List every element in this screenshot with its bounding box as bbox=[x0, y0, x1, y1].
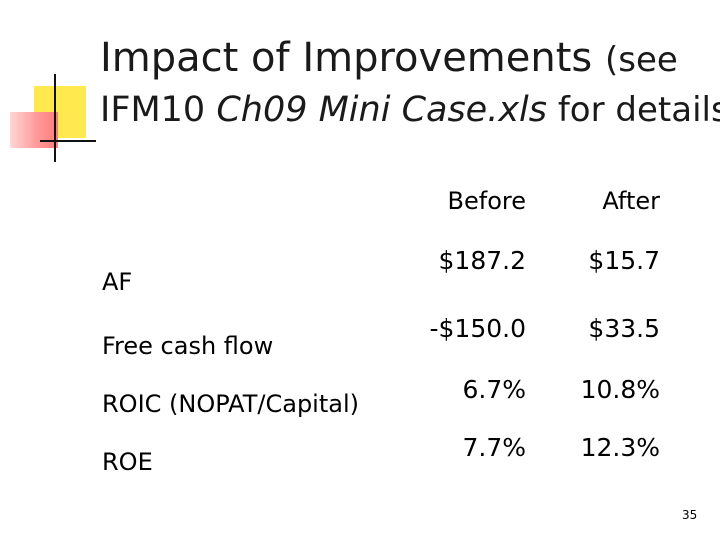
title-main: Impact of Improvements bbox=[100, 35, 605, 81]
title-filename: Ch09 Mini Case.xls bbox=[216, 90, 548, 130]
row-label: AF bbox=[102, 268, 133, 296]
title-line-1: Impact of Improvements (see bbox=[100, 38, 678, 78]
header-spacer bbox=[86, 178, 396, 224]
page-number: 35 bbox=[682, 508, 698, 522]
table-header-row: Before After bbox=[86, 178, 660, 224]
slide-ornament bbox=[0, 0, 100, 170]
after-value: 10.8% bbox=[580, 374, 660, 404]
ornament-pink-square bbox=[10, 112, 58, 148]
before-value: 7.7% bbox=[462, 432, 526, 462]
header-before: Before bbox=[447, 187, 526, 215]
row-label: ROE bbox=[102, 448, 153, 476]
title-prefix: IFM10 bbox=[100, 90, 217, 130]
before-value: -$150.0 bbox=[429, 313, 527, 343]
title-suffix: for details) bbox=[557, 90, 720, 130]
table-row: ROIC (NOPAT/Capital) 6.7% 10.8% bbox=[86, 360, 660, 419]
comparison-table: Before After AF $187.2 $15.7 Free cash f… bbox=[86, 178, 660, 476]
before-value: 6.7% bbox=[462, 374, 526, 404]
table-row: ROE 7.7% 12.3% bbox=[86, 418, 660, 477]
row-label: ROIC (NOPAT/Capital) bbox=[102, 390, 359, 418]
title-see: (see bbox=[604, 40, 678, 80]
after-value: 12.3% bbox=[580, 432, 660, 462]
ornament-vertical-line bbox=[54, 74, 56, 162]
table-row: AF $187.2 $15.7 bbox=[86, 224, 660, 297]
after-value: $15.7 bbox=[588, 245, 660, 275]
ornament-horizontal-line bbox=[40, 140, 96, 142]
after-value: $33.5 bbox=[588, 313, 660, 343]
header-after: After bbox=[602, 187, 660, 215]
title-line-2: IFM10 Ch09 Mini Case.xls for details) bbox=[100, 93, 720, 128]
before-value: $187.2 bbox=[438, 245, 526, 275]
table-row: Free cash flow -$150.0 $33.5 bbox=[86, 296, 660, 361]
row-label: Free cash flow bbox=[102, 332, 274, 360]
